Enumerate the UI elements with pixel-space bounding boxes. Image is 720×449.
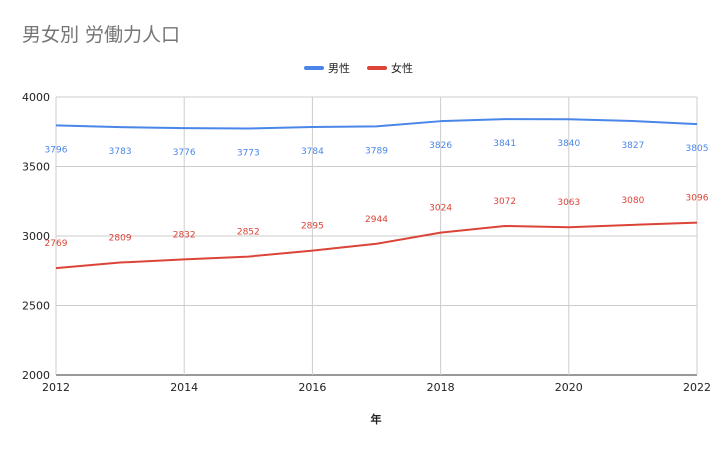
x-tick-label: 2022	[683, 381, 711, 394]
y-tick-label: 2000	[22, 369, 50, 382]
data-label: 3063	[557, 198, 580, 208]
data-label: 3773	[237, 149, 260, 159]
data-label: 2944	[365, 215, 388, 225]
legend: 男性 女性	[304, 61, 413, 75]
chart-title: 男女別 労働力人口	[22, 24, 181, 46]
x-tick-label: 2016	[298, 381, 326, 394]
legend-label: 男性	[328, 61, 350, 75]
data-label: 3826	[429, 141, 452, 151]
series-line-1	[55, 118, 698, 130]
y-tick-label: 2500	[22, 300, 50, 313]
data-label: 3840	[557, 139, 580, 149]
data-labels: 3796 3783 3776 3773 3784 3789 3826 3841 3840 3827…	[45, 139, 709, 249]
x-tick-label: 2014	[170, 381, 198, 394]
data-label: 2852	[237, 228, 260, 238]
y-tick-label: 4000	[22, 91, 50, 104]
data-label: 3789	[365, 146, 388, 156]
data-label: 2895	[301, 222, 324, 232]
x-axis-title: 年	[371, 412, 382, 426]
x-tick-label: 2020	[555, 381, 583, 394]
series-lines	[55, 118, 698, 270]
y-tick-label: 3000	[22, 230, 50, 243]
legend-label: 女性	[391, 61, 413, 75]
data-label: 3827	[621, 141, 644, 151]
data-label: 3072	[493, 197, 516, 207]
y-tick-label: 3500	[22, 161, 50, 174]
grid	[55, 96, 698, 376]
data-label: 3784	[301, 147, 324, 157]
data-label: 3080	[621, 196, 644, 206]
axes: 2000 2500 3000 3500 4000 2012 2014 2016 2018 2020…	[22, 91, 711, 394]
data-label: 2769	[45, 239, 68, 249]
data-label: 2809	[109, 234, 132, 244]
data-label: 3841	[493, 139, 516, 149]
data-label: 3796	[45, 145, 68, 155]
x-tick-label: 2012	[42, 381, 70, 394]
data-label: 3805	[686, 144, 709, 154]
data-label: 3096	[686, 194, 709, 204]
data-label: 3776	[173, 148, 196, 158]
series-line-2	[55, 221, 698, 270]
data-label: 2832	[173, 230, 196, 240]
data-label: 3783	[109, 147, 132, 157]
x-tick-label: 2018	[427, 381, 455, 394]
data-label: 3024	[429, 204, 452, 214]
